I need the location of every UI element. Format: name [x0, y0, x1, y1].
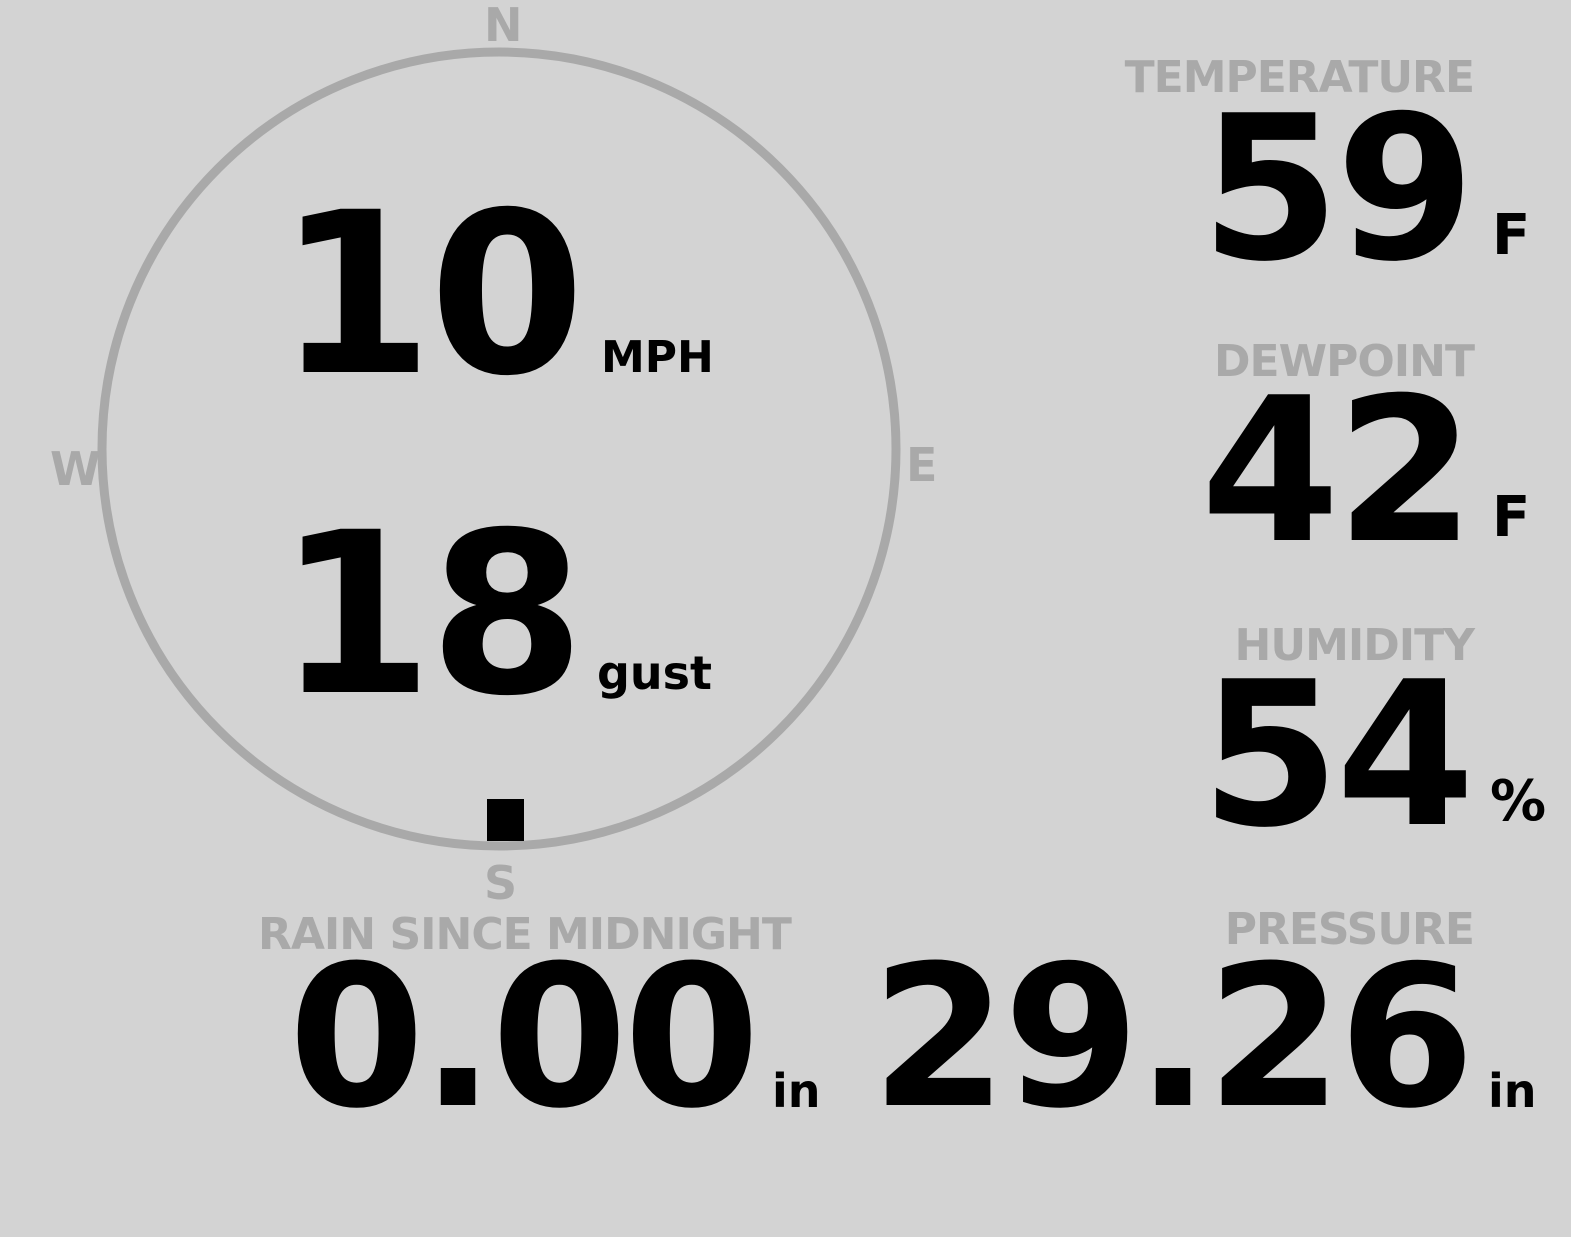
rain-unit: in	[772, 1064, 821, 1118]
dewpoint-label: DEWPOINT	[1214, 336, 1475, 387]
humidity-unit: %	[1490, 769, 1547, 834]
rain-value: 0.00	[288, 924, 760, 1152]
wind-dial	[97, 47, 901, 851]
rain-label: RAIN SINCE MIDNIGHT	[258, 909, 792, 960]
compass-east: E	[906, 438, 938, 492]
humidity-label: HUMIDITY	[1234, 620, 1475, 671]
dewpoint-unit: F	[1492, 485, 1531, 550]
wind-speed-unit: MPH	[601, 332, 714, 383]
compass-south: S	[484, 856, 518, 910]
dewpoint-value: 42	[1200, 355, 1475, 588]
temperature-unit: F	[1492, 203, 1531, 268]
wind-direction-indicator	[487, 799, 524, 841]
humidity-value: 54	[1200, 639, 1475, 872]
wind-speed-value: 10	[277, 164, 585, 425]
compass-ring	[97, 47, 901, 851]
temperature-value: 59	[1200, 73, 1475, 306]
wind-gust-unit: gust	[597, 646, 713, 700]
pressure-label: PRESSURE	[1224, 904, 1475, 955]
compass-west: W	[50, 442, 101, 496]
wind-gust-value: 18	[277, 484, 585, 745]
pressure-value: 29.26	[871, 924, 1475, 1152]
compass-north: N	[484, 0, 523, 52]
temperature-label: TEMPERATURE	[1124, 52, 1475, 103]
pressure-unit: in	[1488, 1064, 1537, 1118]
